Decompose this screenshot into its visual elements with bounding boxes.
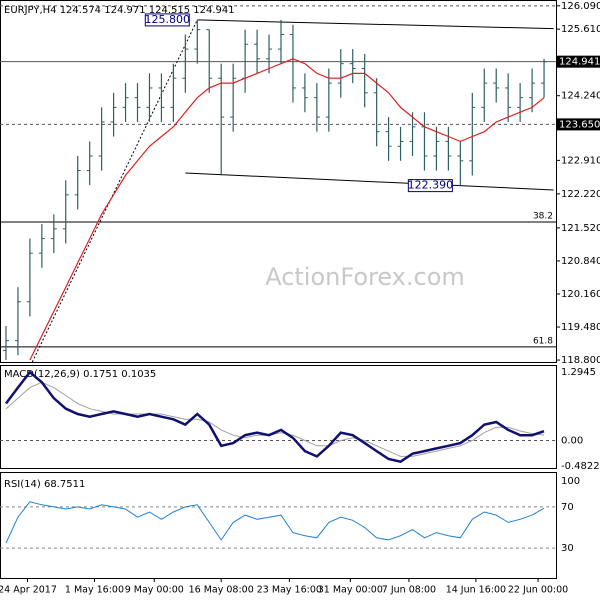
fib-label: 38.2 xyxy=(533,212,553,222)
macd-main xyxy=(4,370,545,464)
y-tick-label: 1.2945 xyxy=(561,367,596,378)
trendline xyxy=(185,172,554,191)
rsi-title: RSI(14) 68.7511 xyxy=(4,479,85,490)
y-tick-label: -0.4822 xyxy=(561,461,600,472)
y-tick-label: 126.090 xyxy=(561,1,600,12)
x-tick-label: 22 Jun 00:00 xyxy=(508,585,568,596)
annotation-box xyxy=(144,13,190,27)
x-tick-label: 31 May 00:00 xyxy=(318,585,383,596)
y-tick-label: 118.800 xyxy=(561,355,600,366)
chart-title: EURJPY,H4 124.574 124.971 124.515 124.94… xyxy=(4,5,235,16)
y-tick-label: 119.480 xyxy=(561,322,600,333)
y-tick-label: 125.610 xyxy=(561,24,600,35)
macd-panel xyxy=(0,365,557,469)
y-tick-label: 70 xyxy=(561,502,574,513)
fib-label: 61.8 xyxy=(533,336,553,346)
trendline xyxy=(31,19,198,363)
annotation: 122.390 xyxy=(408,179,454,192)
y-tick-label: 0.00 xyxy=(561,435,583,446)
annotation: 125.800 xyxy=(145,13,191,26)
x-tick-label: 7 Jun 08:00 xyxy=(382,585,436,596)
watermark: ActionForex.com xyxy=(265,263,465,291)
level-label: 123.650 xyxy=(559,119,600,130)
x-tick-label: 1 May 16:00 xyxy=(65,585,124,596)
y-tick-label: 100 xyxy=(561,476,580,487)
annotation-box xyxy=(407,179,453,193)
y-tick-label: 120.840 xyxy=(561,256,600,267)
x-tick-label: 23 May 16:00 xyxy=(257,585,322,596)
macd-title: MACD(12,26,9) 0.1751 0.1035 xyxy=(4,369,156,380)
rsi-panel xyxy=(0,472,557,579)
level-label-box xyxy=(557,118,600,131)
y-tick-label: 30 xyxy=(561,543,574,554)
x-tick-label: 24 Apr 2017 xyxy=(0,585,57,596)
rsi-line xyxy=(5,501,545,544)
level-label: 124.941 xyxy=(559,57,600,68)
x-tick-label: 16 May 08:00 xyxy=(189,585,254,596)
level-label-box xyxy=(557,55,600,68)
price-panel xyxy=(0,0,557,363)
x-tick-label: 9 May 00:00 xyxy=(125,585,184,596)
trendline xyxy=(197,19,554,30)
y-tick-label: 124.240 xyxy=(561,91,600,102)
moving-average xyxy=(29,58,545,361)
y-tick-label: 122.220 xyxy=(561,189,600,200)
macd-signal xyxy=(5,381,545,457)
y-tick-label: 121.520 xyxy=(561,223,600,234)
x-tick-label: 14 Jun 16:00 xyxy=(446,585,506,596)
y-tick-label: 120.160 xyxy=(561,289,600,300)
y-tick-label: 122.910 xyxy=(561,155,600,166)
